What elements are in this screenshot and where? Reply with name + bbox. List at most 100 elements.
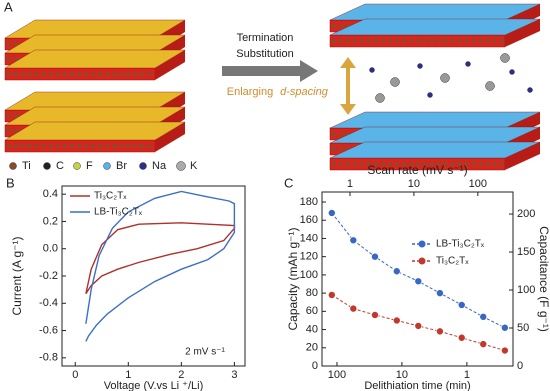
atom [338, 146, 344, 152]
atom [457, 38, 463, 44]
y-tick-label: 0.0 [43, 243, 58, 255]
x-tick-label: 10 [396, 369, 408, 381]
atom [6, 128, 12, 134]
point [349, 236, 358, 245]
atom [125, 143, 131, 149]
y-axis-label: Capacity (mAh g⁻¹) [286, 227, 300, 330]
atom [345, 38, 351, 44]
y-axis-label: Current (A g⁻¹) [10, 236, 24, 315]
atom [90, 71, 96, 77]
slab-side [155, 122, 185, 152]
point [328, 209, 336, 217]
atom [41, 143, 47, 149]
arrow-label: Substitution [236, 48, 293, 60]
atom [90, 143, 96, 149]
atom [104, 71, 110, 77]
atom [6, 56, 12, 62]
y-tick-label: 60 [306, 305, 318, 317]
point [479, 340, 488, 348]
structures [4, 3, 541, 171]
ion [375, 93, 385, 103]
atom [380, 38, 386, 44]
series-line [85, 222, 236, 295]
atom [415, 38, 421, 44]
x-tick-label: 100 [328, 369, 346, 381]
ion [500, 53, 510, 63]
atom [34, 71, 40, 77]
legend-swatch [9, 162, 17, 170]
atom [499, 161, 505, 167]
y2-tick-label: 100 [517, 284, 535, 296]
x-tick-label: 2 [178, 369, 184, 381]
atom [20, 71, 26, 77]
atom [464, 38, 470, 44]
ion [369, 67, 375, 73]
annotation: 2 mV s⁻¹ [185, 347, 225, 358]
legend-text: Ti [22, 160, 31, 172]
y-tick-label: -0.4 [39, 297, 58, 309]
y2-tick-label: 200 [517, 208, 535, 220]
point [501, 323, 509, 332]
atom [125, 71, 131, 77]
atom [450, 38, 456, 44]
slab-top [329, 18, 541, 36]
atom [471, 161, 477, 167]
atom [485, 161, 491, 167]
x-axis-label: Voltage (V.vs Li ⁺/Li) [104, 380, 204, 391]
point [371, 311, 379, 319]
ion [417, 63, 423, 69]
y2-tick-label: 0 [517, 360, 523, 372]
legend-text: Ti₃C₂Tₓ [436, 256, 469, 267]
atom [20, 143, 26, 149]
y-tick-label: 0 [312, 360, 318, 372]
atom [331, 23, 337, 29]
point [501, 346, 509, 355]
atom [48, 143, 54, 149]
atom [6, 143, 12, 149]
legend-marker [418, 240, 426, 248]
y-tick-label: -0.6 [39, 324, 58, 336]
atom [27, 71, 33, 77]
y-tick-label: 0.2 [43, 215, 58, 227]
atom [499, 38, 505, 44]
atom [471, 38, 477, 44]
atom [132, 143, 138, 149]
y-tick-label: 20 [306, 342, 318, 354]
point [414, 322, 423, 330]
atom [492, 38, 498, 44]
atom [331, 131, 337, 137]
double-arrow [340, 57, 356, 115]
atom [104, 143, 110, 149]
point [414, 277, 423, 286]
legend-text: Na [152, 160, 167, 172]
x2-tick-label: 10 [408, 178, 420, 190]
slab-top [4, 121, 186, 141]
atom [13, 143, 19, 149]
y-tick-label: 100 [300, 269, 318, 281]
point [349, 304, 358, 313]
y-tick-label: 180 [300, 196, 318, 208]
atom [464, 161, 470, 167]
atom [387, 38, 393, 44]
atom [6, 41, 12, 47]
atom [478, 161, 484, 167]
point [479, 313, 488, 321]
atom [443, 38, 449, 44]
plot-frame [321, 191, 514, 367]
atom [394, 38, 400, 44]
legend-text: F [86, 160, 93, 172]
legend-text: C [56, 160, 64, 172]
atom [132, 71, 138, 77]
slab-top [329, 141, 541, 159]
atom [492, 161, 498, 167]
atom [380, 161, 386, 167]
atom [443, 161, 449, 167]
atom [6, 71, 12, 77]
atom [146, 143, 152, 149]
y-tick-label: -0.8 [39, 352, 58, 364]
slab-top [329, 126, 541, 144]
legend-text: LB-Ti₃C₂Tₓ [436, 239, 485, 250]
atom [41, 71, 47, 77]
atom [111, 143, 117, 149]
